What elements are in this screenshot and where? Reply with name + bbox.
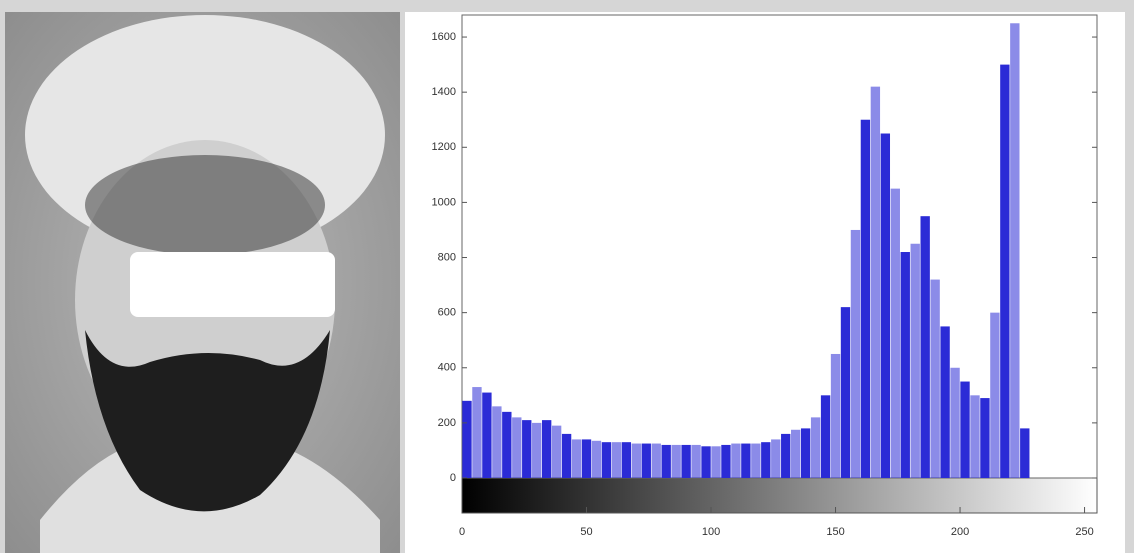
x-tick-label: 100 [702,526,720,538]
y-tick-label: 1600 [432,31,456,43]
y-tick-label: 1000 [432,196,456,208]
bar [800,428,811,478]
y-tick-label: 600 [438,307,456,319]
bar [840,307,851,478]
bar [661,444,671,478]
y-tick-label: 1200 [432,141,456,153]
bar [631,443,641,478]
y-tick-label: 800 [438,251,456,263]
bar [900,252,910,478]
bar [791,429,801,478]
portrait-photo [5,12,400,553]
bar [731,443,741,478]
bar [591,440,602,478]
bar [960,381,970,478]
plot-area [462,23,1030,478]
bar [890,188,900,478]
gray-colorbar [461,477,1098,514]
bar [532,422,542,478]
bar [751,443,761,478]
bar [551,425,562,478]
bar [492,406,502,478]
bar [601,442,612,478]
bar [691,444,701,478]
bar [970,395,980,478]
bar [830,353,841,478]
bar [472,387,482,478]
bar [920,216,930,478]
bar [771,439,781,478]
bar [641,443,651,478]
y-tick-label: 200 [438,417,456,429]
bar [581,439,592,478]
bar [681,444,691,478]
bar [512,417,522,478]
bar [1000,64,1010,478]
y-tick-label: 1400 [432,86,456,98]
bar [522,420,532,478]
bar [980,398,990,478]
bar [930,279,940,478]
bar [561,433,572,478]
bar [810,417,821,478]
bar [701,446,711,478]
bar [761,442,771,478]
bar [820,395,831,478]
bar [462,400,472,478]
bar [711,446,721,478]
x-tick-label: 250 [1075,526,1093,538]
y-tick-label: 0 [450,472,456,484]
bar [571,439,582,478]
bar [671,444,681,478]
bar [870,86,881,478]
bar [721,444,731,478]
bar [1010,23,1020,478]
bar [741,443,751,478]
bar [990,312,1000,478]
x-tick-label: 150 [826,526,844,538]
bar [651,443,661,478]
bar [910,243,920,478]
bar [781,433,791,478]
bar [502,411,512,478]
bar [621,442,632,478]
x-tick-label: 50 [580,526,592,538]
bar [1020,428,1030,478]
x-tick-label: 0 [459,526,465,538]
bar [482,392,492,478]
bar [940,326,950,478]
bar [860,119,871,478]
bar [541,420,552,478]
bar [611,442,622,478]
bar [880,133,891,478]
bar [850,229,861,478]
y-tick-label: 400 [438,362,456,374]
bar [950,367,960,478]
x-tick-label: 200 [951,526,969,538]
